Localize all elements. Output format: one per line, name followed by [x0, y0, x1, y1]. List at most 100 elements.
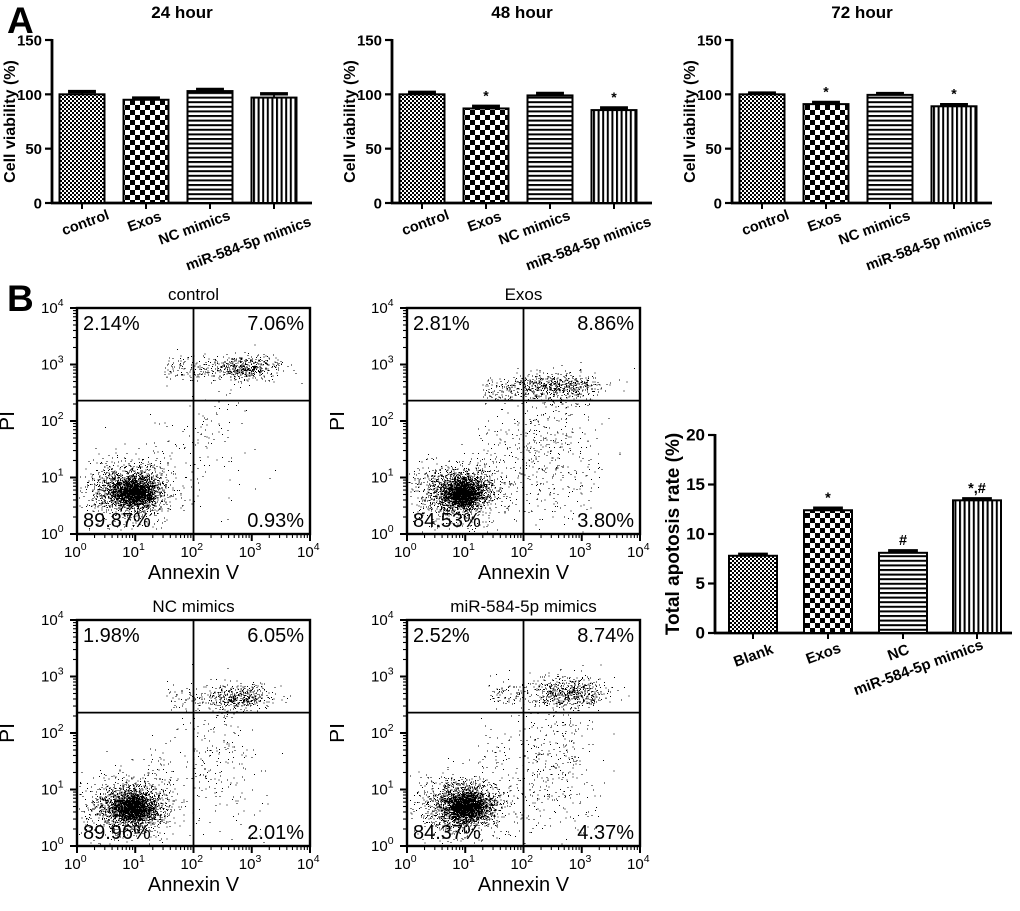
plot-frame	[75, 306, 312, 536]
y-tick-label: 100	[697, 87, 722, 104]
x-axis-title: Annexin V	[148, 562, 240, 584]
bar-chart-svg: 48 hour Cell viability (%) 0 50 100 150 contro…	[342, 3, 653, 274]
quadrant-ll-pct: 89.87%	[83, 510, 151, 532]
bar-chart-svg: 72 hour Cell viability (%) 0 50 100 150 contro…	[682, 3, 993, 274]
bar-chart-svg: Total apotosis rate (%) 0 5 10 15 20 Blank * Exo…	[663, 426, 1012, 699]
y-tick-label: 100	[371, 523, 394, 543]
y-tick-label: 0	[34, 196, 42, 213]
y-tick-label: 100	[17, 87, 42, 104]
x-tick-label: 101	[122, 541, 145, 561]
y-tick-label: 104	[41, 609, 64, 629]
quadrant-lr-pct: 4.37%	[577, 822, 634, 844]
flow-plot-nc-mimics: NC mimics 100 100 101 101 102 102 103 103 104 104 8…	[0, 595, 330, 911]
y-tick-label: 50	[705, 141, 722, 158]
chart-title: 24 hour	[151, 3, 213, 22]
significance-marker: *	[611, 89, 617, 105]
x-category-label: control	[740, 207, 792, 239]
x-tick-label: 103	[239, 541, 262, 561]
y-tick-label: 100	[357, 87, 382, 104]
x-tick-label: 103	[239, 853, 262, 873]
quadrant-ur-pct: 8.86%	[577, 313, 634, 335]
quadrant-ur-pct: 8.74%	[577, 625, 634, 647]
y-tick-label: 101	[371, 467, 394, 487]
x-tick-label: 103	[569, 853, 592, 873]
y-tick-label: 0	[374, 196, 382, 213]
y-axis-title: Cell viability (%)	[342, 60, 359, 183]
y-tick-label: 101	[41, 467, 64, 487]
bar-Exos	[802, 103, 850, 204]
bar-miR-584-5p mimics	[952, 499, 1002, 634]
x-category-label: miR-584-5p mimics	[851, 636, 985, 699]
y-tick-label: 0	[696, 624, 705, 643]
x-tick-label: 102	[181, 541, 204, 561]
x-category-label: Exos	[806, 209, 844, 236]
plot-title: Exos	[505, 285, 543, 304]
scatter-dots	[79, 344, 303, 531]
x-tick-label: 100	[64, 853, 87, 873]
y-tick-label: 103	[41, 666, 64, 686]
quadrant-lr-pct: 3.80%	[577, 510, 634, 532]
y-axis-title: PI	[0, 723, 19, 743]
y-tick-label: 50	[25, 141, 42, 158]
x-category-label: control	[400, 207, 452, 239]
y-tick-label: 101	[371, 779, 394, 799]
bar-control	[58, 93, 106, 204]
y-axis-title: Cell viability (%)	[682, 60, 699, 183]
y-axis-title: Cell viability (%)	[2, 60, 19, 183]
x-tick-label: 104	[627, 541, 650, 561]
y-axis-title: Total apotosis rate (%)	[663, 433, 684, 635]
y-tick-label: 10	[686, 525, 705, 544]
x-tick-label: 101	[452, 853, 475, 873]
scatter-dots	[79, 664, 291, 845]
x-tick-label: 104	[297, 853, 320, 873]
x-tick-label: 101	[122, 853, 145, 873]
x-tick-label: 104	[297, 541, 320, 561]
y-tick-label: 103	[371, 354, 394, 374]
y-tick-label: 150	[357, 33, 382, 50]
x-tick-label: 102	[511, 853, 534, 873]
y-tick-label: 102	[41, 722, 64, 742]
x-tick-label: 100	[394, 853, 417, 873]
bar-NC mimics	[186, 90, 234, 204]
bar-miR-584-5p mimics	[590, 109, 638, 204]
y-tick-label: 0	[714, 196, 722, 213]
bar-control	[738, 93, 786, 204]
bar-control	[398, 93, 446, 204]
bar-Blank	[728, 554, 778, 634]
quadrant-lr-pct: 2.01%	[247, 822, 304, 844]
x-tick-label: 104	[627, 853, 650, 873]
y-tick-label: 15	[686, 475, 705, 494]
bar-miR-584-5p mimics	[250, 96, 298, 204]
x-category-label: Exos	[466, 209, 504, 236]
y-tick-label: 50	[365, 141, 382, 158]
plot-frame	[75, 618, 312, 848]
x-category-label: Blank	[731, 641, 776, 671]
x-category-label: NC mimics	[837, 208, 913, 249]
bar-NC	[878, 551, 928, 634]
plot-frame	[405, 306, 642, 536]
scatter-dots	[408, 362, 635, 533]
viability-chart-72h: 72 hour Cell viability (%) 0 50 100 150 contro…	[680, 0, 1020, 278]
quadrant-ll-pct: 84.37%	[413, 822, 481, 844]
plot-title: miR-584-5p mimics	[450, 597, 596, 616]
bar-NC mimics	[526, 94, 574, 204]
panel-a-label: A	[7, 0, 34, 41]
viability-chart-48h: 48 hour Cell viability (%) 0 50 100 150 contro…	[340, 0, 680, 278]
y-tick-label: 150	[697, 33, 722, 50]
quadrant-ur-pct: 6.05%	[247, 625, 304, 647]
x-axis-title: Annexin V	[148, 874, 240, 896]
chart-title: 48 hour	[491, 3, 553, 22]
y-tick-label: 100	[41, 835, 64, 855]
y-tick-label: 103	[41, 354, 64, 374]
significance-marker: *	[951, 86, 957, 102]
quadrant-ul-pct: 1.98%	[83, 625, 140, 647]
plot-title: NC mimics	[152, 597, 234, 616]
x-axis-title: Annexin V	[478, 562, 570, 584]
x-category-label: Exos	[804, 640, 844, 668]
y-tick-label: 104	[371, 297, 394, 317]
bar-chart-svg: 24 hour Cell viability (%) 0 50 100 150 contro…	[2, 3, 313, 274]
bar-miR-584-5p mimics	[930, 105, 978, 204]
